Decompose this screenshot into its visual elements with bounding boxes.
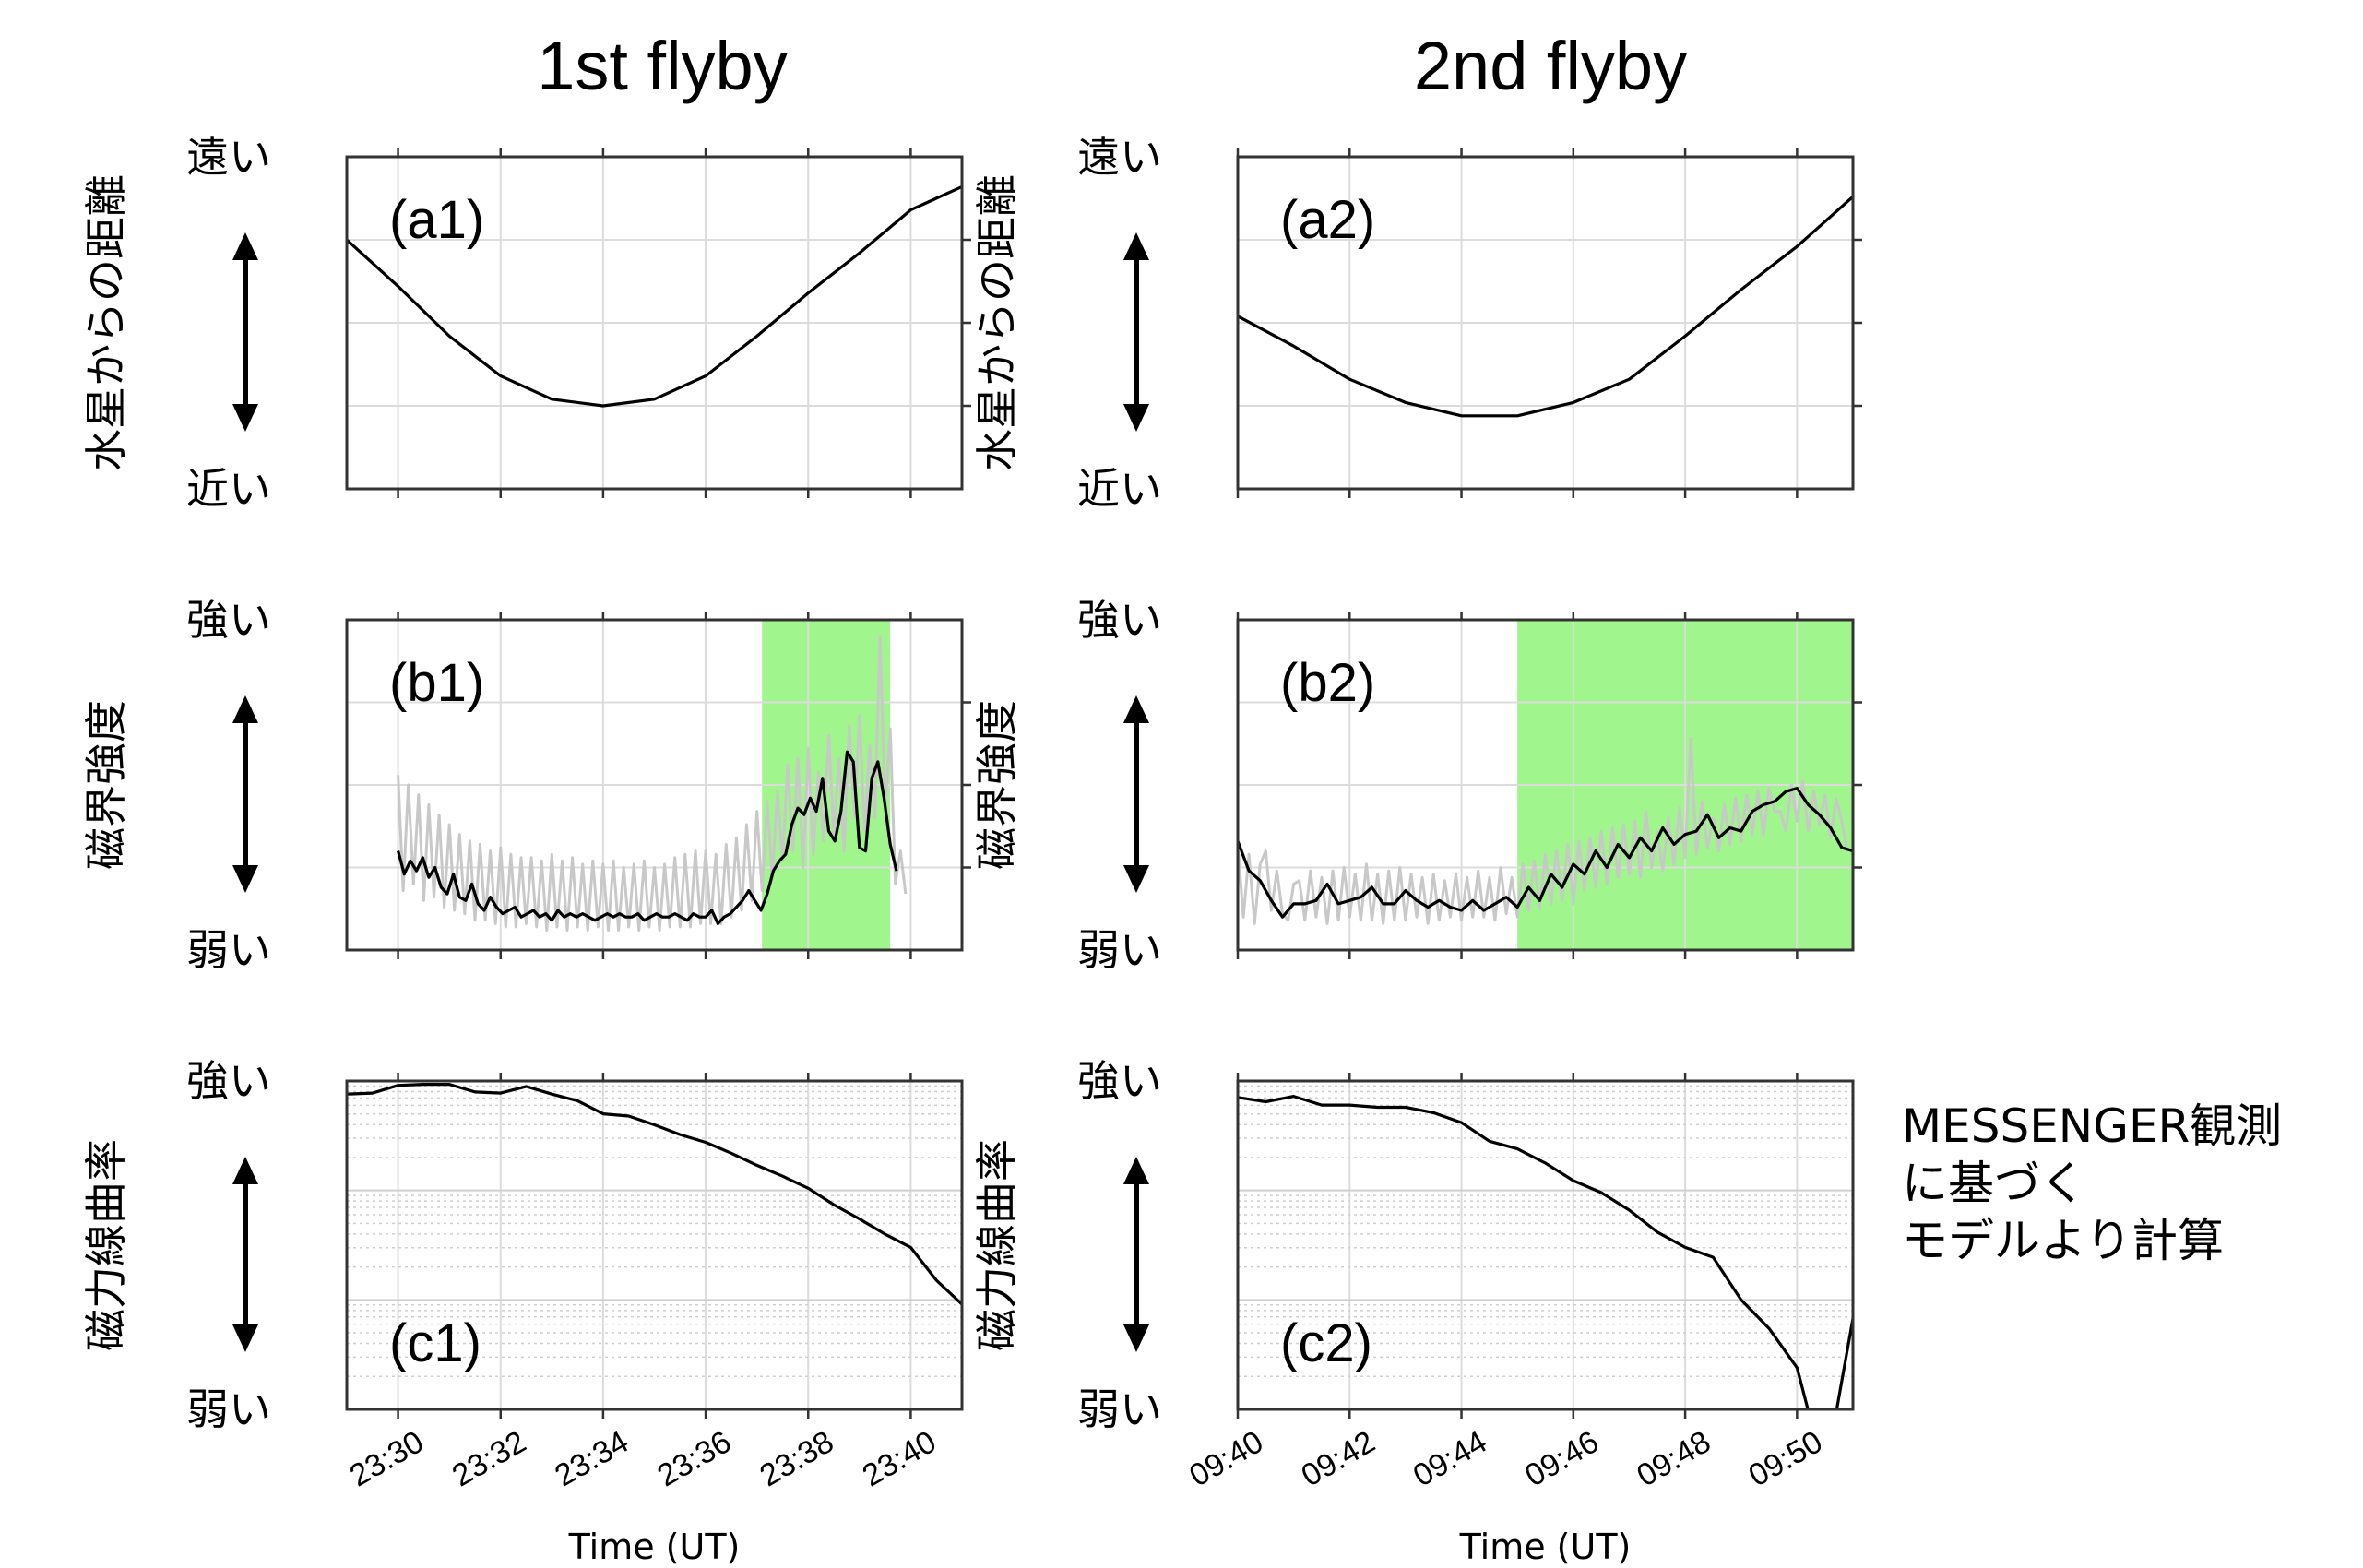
y-top-label-b2: 強い: [1077, 595, 1162, 645]
y-bottom-label-a2: 近い: [1077, 464, 1162, 514]
panel-label-a1: (a1): [389, 190, 484, 250]
side-note-line-1: MESSENGER観測: [1902, 1099, 2282, 1153]
y-axis-label-a1: 水星からの距離: [81, 174, 131, 471]
y-axis-label-b1: 磁界強度: [81, 700, 131, 870]
y-axis-label-a2: 水星からの距離: [972, 174, 1022, 471]
series-smoothed-b2: [1238, 786, 1853, 919]
y-bottom-label-b2: 弱い: [1077, 925, 1162, 975]
arrow-up-head: [1123, 232, 1149, 260]
arrow-up-head: [1123, 1157, 1149, 1184]
arrow-down-head: [1123, 404, 1149, 432]
x-axis-label-c1: Time (UT): [568, 1526, 741, 1567]
arrow-up-head: [232, 1157, 258, 1184]
y-top-label-b1: 強い: [186, 595, 271, 645]
double-arrow-b2: [1123, 695, 1149, 893]
y-axis-label-b2: 磁界強度: [972, 700, 1022, 870]
arrow-down-head: [232, 404, 258, 432]
panel-label-b1: (b1): [389, 653, 484, 713]
side-note: MESSENGER観測 に基づく モデルより計算: [1902, 1099, 2282, 1267]
grid-c1: [347, 1081, 962, 1409]
series-main-c1: [347, 1082, 962, 1306]
panel-label-c1: (c1): [389, 1313, 481, 1373]
grid-a2: [1237, 157, 1853, 489]
series-raw-b1: [397, 635, 908, 932]
series-raw-b2: [1238, 737, 1849, 925]
y-bottom-label-c1: 弱い: [186, 1384, 271, 1434]
y-bottom-label-c2: 弱い: [1077, 1384, 1162, 1434]
plot-frame-c2: [1236, 1079, 1855, 1411]
panel-label-a2: (a2): [1280, 190, 1375, 250]
arrow-down-head: [232, 1324, 258, 1352]
y-top-label-c1: 強い: [186, 1056, 271, 1106]
arrow-up-head: [232, 232, 258, 260]
double-arrow-a2: [1123, 232, 1149, 432]
y-top-label-c2: 強い: [1077, 1056, 1162, 1106]
double-arrow-c2: [1123, 1157, 1149, 1352]
arrow-up-head: [232, 695, 258, 723]
y-bottom-label-a1: 近い: [186, 464, 271, 514]
double-arrow-a1: [232, 232, 258, 432]
y-axis-label-c1: 磁力線曲率: [81, 1139, 131, 1351]
x-axis-label-c2: Time (UT): [1459, 1526, 1632, 1567]
series-main-a2: [1238, 196, 1853, 418]
panel-label-b2: (b2): [1280, 653, 1375, 713]
side-note-line-2: に基づく: [1902, 1157, 2086, 1210]
y-top-label-a1: 遠い: [186, 132, 271, 182]
side-note-line-3: モデルより計算: [1902, 1214, 2224, 1267]
double-arrow-b1: [232, 695, 258, 893]
arrow-down-head: [1123, 865, 1149, 893]
series-main-a1: [347, 184, 962, 408]
y-axis-label-c2: 磁力線曲率: [972, 1139, 1022, 1351]
arrow-down-head: [1123, 1324, 1149, 1352]
col-title-2nd: 2nd flyby: [1414, 28, 1687, 104]
y-bottom-label-b1: 弱い: [186, 925, 271, 975]
double-arrow-c1: [232, 1157, 258, 1352]
arrow-down-head: [232, 865, 258, 893]
plot-frame-c1: [345, 1079, 964, 1411]
series-main-c2: [1238, 1094, 1853, 1409]
series-smoothed-b1: [397, 750, 898, 926]
panel-label-c2: (c2): [1280, 1313, 1372, 1373]
arrow-up-head: [1123, 695, 1149, 723]
col-title-1st: 1st flyby: [537, 28, 787, 104]
grid-a1: [347, 157, 962, 489]
y-top-label-a2: 遠い: [1077, 132, 1162, 182]
